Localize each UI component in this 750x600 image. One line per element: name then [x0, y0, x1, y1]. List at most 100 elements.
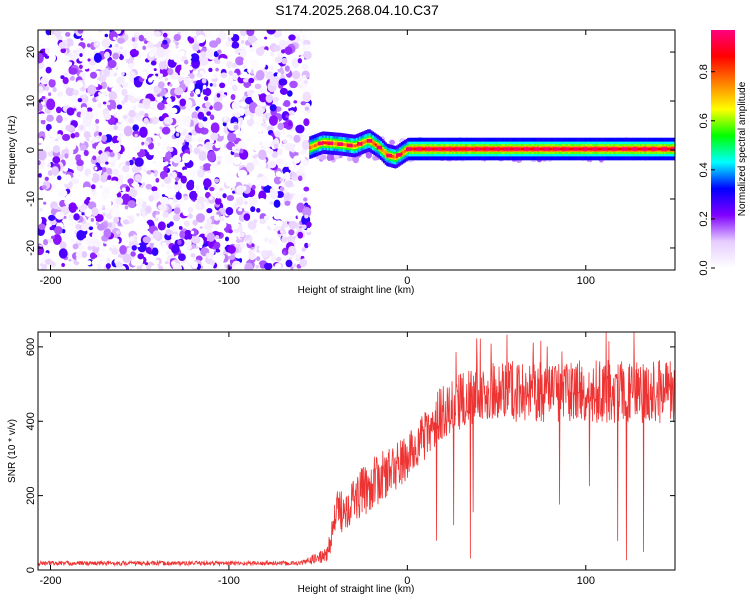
noise-cell — [290, 266, 294, 270]
noise-cell — [264, 262, 273, 270]
noise-cell — [148, 51, 155, 58]
noise-cell — [105, 263, 111, 269]
noise-cell — [270, 171, 276, 176]
noise-cell — [96, 223, 106, 231]
ridge-cell — [381, 148, 384, 152]
noise-cell — [119, 46, 124, 50]
noise-cell — [62, 76, 69, 85]
x-tick-label: 0 — [404, 575, 410, 587]
noise-cell — [115, 261, 123, 268]
noise-cell — [113, 124, 118, 131]
noise-cell — [231, 146, 237, 151]
ridge-cell — [619, 147, 622, 151]
noise-cell — [259, 218, 267, 225]
noise-cell — [137, 103, 144, 109]
noise-cell — [56, 91, 64, 97]
noise-cell — [288, 220, 298, 230]
noise-cell — [87, 58, 91, 62]
noise-cell — [113, 203, 120, 209]
noise-cell — [138, 34, 145, 42]
noise-cell — [188, 213, 193, 219]
noise-cell — [178, 253, 186, 261]
noise-cell — [65, 124, 74, 132]
noise-cell — [164, 66, 168, 70]
noise-cell — [70, 133, 76, 139]
noise-cell — [234, 47, 241, 55]
noise-cell — [254, 153, 259, 158]
ridge-cell — [400, 151, 403, 155]
noise-cell — [142, 45, 147, 51]
ridge-cell — [580, 147, 583, 151]
noise-cell — [218, 220, 227, 229]
noise-cell — [38, 86, 44, 94]
noise-cell — [245, 239, 251, 244]
noise-cell — [200, 51, 207, 59]
noise-cell — [233, 156, 241, 165]
noise-cell — [197, 169, 205, 178]
noise-cell — [191, 261, 198, 269]
ridge-cell — [365, 139, 368, 143]
noise-cell — [206, 111, 212, 116]
noise-cell — [87, 84, 97, 95]
noise-cell — [40, 77, 49, 85]
noise-cell — [148, 149, 155, 156]
noise-cell — [282, 139, 288, 144]
noise-cell — [256, 256, 261, 262]
spectrogram-x-ticks: -200 -100 0 100 — [39, 30, 595, 287]
noise-cell — [254, 105, 264, 117]
ridge-peak-cell — [582, 147, 589, 151]
noise-cell — [133, 77, 138, 81]
ridge-cell — [314, 144, 317, 148]
noise-cell — [187, 206, 194, 214]
noise-cell — [215, 67, 219, 72]
noise-cell — [171, 224, 179, 233]
noise-cell — [135, 227, 141, 234]
noise-cell — [156, 94, 161, 97]
noise-cell — [115, 43, 119, 48]
x-tick-label: -200 — [39, 575, 61, 587]
noise-cell — [198, 180, 204, 185]
ridge-cell — [471, 147, 474, 151]
noise-cell — [64, 174, 72, 183]
noise-cell — [214, 178, 220, 183]
ridge-peak-cell — [651, 147, 657, 151]
noise-cell — [73, 170, 82, 180]
noise-cell — [135, 197, 144, 207]
noise-cell — [69, 45, 74, 50]
noise-cell — [73, 230, 78, 235]
noise-cell — [74, 185, 79, 189]
noise-cell — [251, 92, 259, 102]
ridge-cell — [558, 147, 561, 151]
noise-cell — [274, 262, 282, 270]
noise-cell — [280, 202, 285, 208]
ridge-cell — [570, 147, 574, 151]
ridge-cell — [511, 147, 514, 151]
noise-cell — [268, 65, 275, 71]
noise-cell — [129, 235, 135, 242]
noise-cell — [231, 41, 240, 49]
noise-cell — [160, 216, 165, 221]
noise-cell — [145, 246, 152, 254]
noise-cell — [50, 74, 57, 80]
ridge-cell — [373, 142, 376, 146]
noise-cell — [67, 80, 77, 89]
noise-cell — [68, 213, 76, 221]
ridge-cell — [463, 147, 466, 151]
noise-cell — [52, 156, 61, 164]
noise-cell — [127, 178, 134, 185]
noise-cell — [148, 85, 155, 91]
noise-cell — [65, 86, 75, 97]
noise-cell — [103, 198, 112, 209]
noise-cell — [95, 65, 100, 70]
noise-cell — [98, 75, 107, 83]
noise-cell — [181, 60, 191, 73]
ridge-cell — [656, 147, 659, 151]
noise-cell — [291, 171, 296, 177]
noise-cell — [223, 116, 228, 122]
noise-cell — [269, 76, 279, 87]
noise-cell — [69, 75, 75, 82]
ridge-cell — [590, 147, 593, 151]
ridge-cell — [375, 143, 378, 147]
noise-cell — [78, 211, 82, 216]
ridge-cell — [519, 147, 522, 151]
